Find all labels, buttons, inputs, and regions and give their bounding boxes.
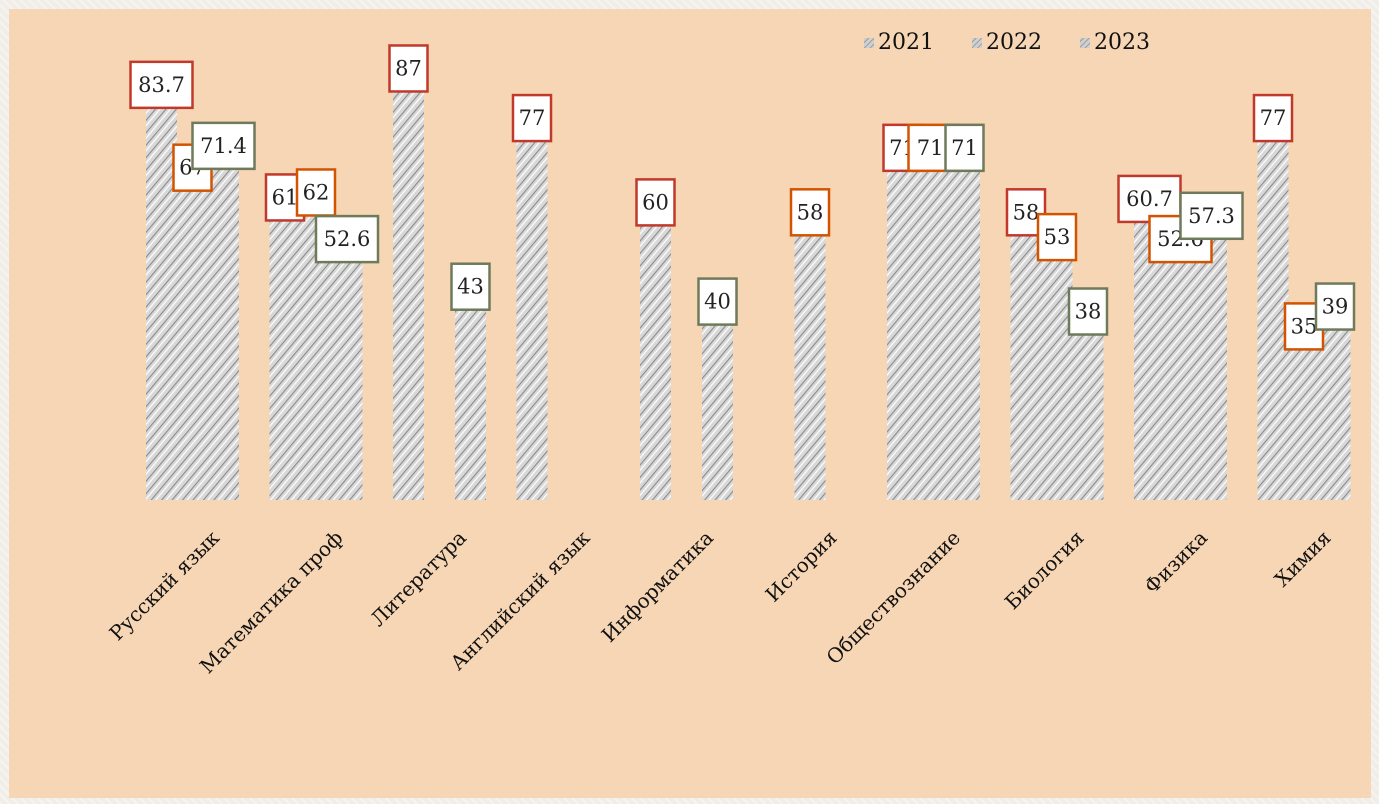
data-label-text: 39	[1322, 295, 1349, 319]
bar-2022-8	[1165, 239, 1196, 500]
data-label-2021-0: 83.7	[129, 60, 194, 110]
data-label-2023-6: 71	[944, 123, 985, 173]
x-tick-label-4: Информатика	[597, 526, 718, 647]
data-label-text: 58	[797, 200, 824, 224]
bar-2023-7	[1072, 311, 1104, 500]
data-label-text: 60	[642, 190, 669, 214]
x-tick-label-3: Английский язык	[445, 525, 595, 675]
legend-item-2023: 2023	[1080, 30, 1150, 55]
bar-2022-9	[1288, 326, 1320, 500]
data-label-2021-2: 87	[388, 44, 429, 93]
chart-svg: 83.76771.4616252.68743776040587171.71585…	[104, 30, 1356, 678]
legend-swatch	[1080, 38, 1090, 48]
bars-layer	[146, 68, 1351, 501]
data-label-text: 57.3	[1188, 204, 1235, 228]
legend-item-2022: 2022	[972, 30, 1042, 55]
data-label-text: 83.7	[138, 73, 185, 97]
bar-2021-9	[1257, 118, 1289, 500]
bar-2021-7	[1010, 212, 1042, 500]
bar-2022-6	[918, 147, 949, 500]
bar-2023-1	[331, 239, 363, 500]
x-tick-label-5: История	[761, 526, 842, 607]
data-label-text: 40	[704, 290, 731, 314]
bar-2021-6	[887, 147, 918, 500]
data-label-text: 38	[1075, 300, 1102, 324]
bar-2023-9	[1319, 306, 1351, 500]
data-label-text: 77	[519, 106, 546, 130]
data-label-2022-7: 53	[1036, 212, 1078, 262]
legend-swatch	[864, 38, 874, 48]
x-tick-label-6: Обществознание	[821, 526, 965, 670]
data-label-2023-1: 52.6	[314, 214, 380, 264]
data-label-text: 53	[1044, 225, 1071, 249]
data-label-text: 61	[272, 185, 299, 209]
data-label-text: 71.4	[200, 134, 247, 158]
data-label-text: 43	[457, 275, 484, 299]
data-label-2021-3: 77	[511, 93, 553, 143]
data-label-text: 52.6	[324, 227, 371, 251]
legend-swatch	[972, 38, 982, 48]
x-tick-label-2: Литература	[366, 526, 472, 632]
data-label-2023-7: 38	[1067, 287, 1109, 336]
legend-item-2021: 2021	[864, 30, 934, 55]
x-tick-label-8: Физика	[1139, 526, 1212, 599]
data-label-2023-8: 57.3	[1179, 191, 1244, 241]
bar-2023-6	[949, 147, 980, 500]
data-label-text: 58	[1013, 200, 1040, 224]
bar-2023-4	[702, 301, 733, 500]
data-label-2023-0: 71.4	[191, 121, 256, 171]
bar-2021-0	[146, 84, 177, 501]
bar-2023-0	[208, 145, 239, 500]
data-label-2021-4: 60	[635, 178, 676, 227]
data-label-2022-1: 62	[295, 168, 337, 217]
bar-2021-2	[393, 68, 424, 501]
data-label-2021-8: 60.7	[1117, 174, 1182, 224]
data-label-2023-2: 43	[450, 262, 491, 311]
data-labels-layer: 83.76771.4616252.68743776040587171.71585…	[129, 44, 1356, 351]
data-label-text: 71	[951, 136, 978, 160]
legend: 2021 2022 2023	[864, 30, 1150, 55]
chart-panel: 83.76771.4616252.68743776040587171.71585…	[9, 9, 1371, 798]
data-label-text: 87	[395, 56, 422, 80]
data-label-text: 60.7	[1126, 187, 1173, 211]
bar-2022-7	[1041, 237, 1073, 500]
data-label-2022-5: 58	[789, 188, 831, 237]
bar-2021-4	[640, 202, 671, 500]
legend-label: 2022	[986, 30, 1042, 55]
bar-2023-2	[455, 286, 486, 500]
data-label-text: 35	[1291, 314, 1318, 338]
legend-label: 2023	[1094, 30, 1150, 55]
data-label-2023-4: 40	[697, 277, 738, 326]
x-tick-label-0: Русский язык	[104, 525, 224, 645]
bar-2021-3	[516, 118, 548, 500]
bar-2022-0	[177, 167, 208, 500]
legend-label: 2021	[878, 30, 934, 55]
x-tick-label-9: Химия	[1270, 526, 1336, 592]
bar-2022-5	[794, 212, 826, 500]
data-label-text: 62	[303, 180, 330, 204]
x-tick-label-7: Биология	[1000, 526, 1089, 615]
data-label-2021-9: 77	[1252, 93, 1294, 143]
data-label-text: 77	[1260, 106, 1287, 130]
data-label-2023-9: 39	[1314, 282, 1356, 331]
bar-2021-1	[269, 197, 301, 500]
